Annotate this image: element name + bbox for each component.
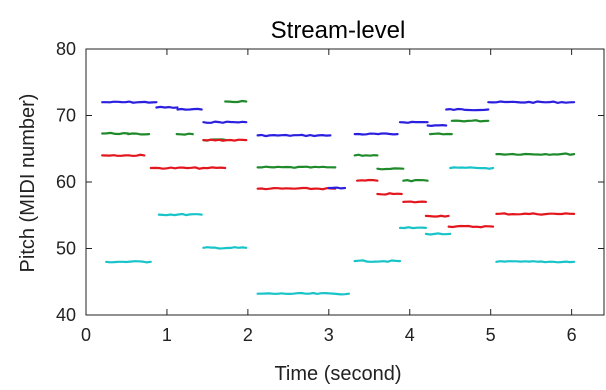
chart-title: Stream-level — [271, 17, 406, 44]
pitch-segment — [127, 132, 151, 136]
pitch-segment — [175, 132, 194, 136]
pitch-segment — [176, 107, 203, 111]
x-tick-label: 4 — [405, 325, 415, 345]
pitch-segment — [487, 100, 576, 105]
plot-area: 0 1 2 3 4 5 6 40 50 60 70 80 — [56, 39, 605, 345]
pitch-segment — [376, 167, 405, 171]
pitch-segment — [327, 186, 347, 190]
pitch-segment — [224, 99, 248, 104]
pitch-segment — [424, 214, 450, 218]
pitch-segment — [157, 212, 203, 217]
x-tick-label: 5 — [486, 325, 496, 345]
x-axis-label: Time (second) — [274, 363, 401, 385]
x-tick-label: 2 — [243, 325, 253, 345]
pitch-segment — [101, 131, 130, 136]
y-tick-label: 60 — [56, 172, 76, 192]
y-tick-label: 70 — [56, 106, 76, 126]
x-tick-label: 6 — [567, 325, 577, 345]
y-tick-label: 80 — [56, 39, 76, 59]
pitch-segment — [428, 132, 453, 136]
pitch-segment — [202, 246, 248, 250]
pitch-segment — [398, 226, 427, 230]
pitch-segment — [149, 166, 205, 170]
pitch-segment — [445, 107, 490, 112]
pitch-segment — [449, 166, 495, 170]
pitch-segment — [495, 212, 576, 216]
pitch-segment — [155, 105, 179, 109]
pitch-segment — [495, 152, 576, 156]
pitch-segment — [101, 153, 146, 158]
plot-frame — [85, 48, 605, 316]
pitch-segment — [353, 132, 399, 136]
pitch-segment — [202, 120, 248, 124]
y-axis-label: Pitch (MIDI number) — [17, 94, 39, 273]
pitch-segment — [353, 259, 402, 263]
pitch-segment — [101, 100, 158, 104]
pitch-segment — [356, 178, 379, 182]
pitch-segment — [495, 260, 576, 264]
pitch-segment — [424, 232, 452, 236]
y-tick-label: 50 — [56, 239, 76, 259]
pitch-segment — [256, 186, 337, 191]
pitch-segment — [450, 119, 490, 123]
pitch-segment — [376, 192, 403, 196]
x-tick-label: 3 — [324, 325, 334, 345]
pitch-segment — [256, 291, 351, 296]
pitch-segment — [402, 178, 429, 183]
pitch-segment — [256, 133, 332, 138]
pitch-segment — [202, 138, 248, 142]
y-tick-label: 40 — [56, 305, 76, 325]
x-tick-label: 0 — [81, 325, 91, 345]
pitch-segment — [202, 166, 227, 170]
pitch-segment — [256, 165, 337, 169]
pitch-segment — [447, 224, 495, 229]
pitch-segment — [426, 123, 448, 128]
pitch-segment — [402, 200, 427, 204]
pitch-segment — [353, 153, 379, 157]
pitch-segment — [398, 120, 429, 124]
pitch-segment — [105, 260, 152, 264]
x-tick-label: 1 — [162, 325, 172, 345]
